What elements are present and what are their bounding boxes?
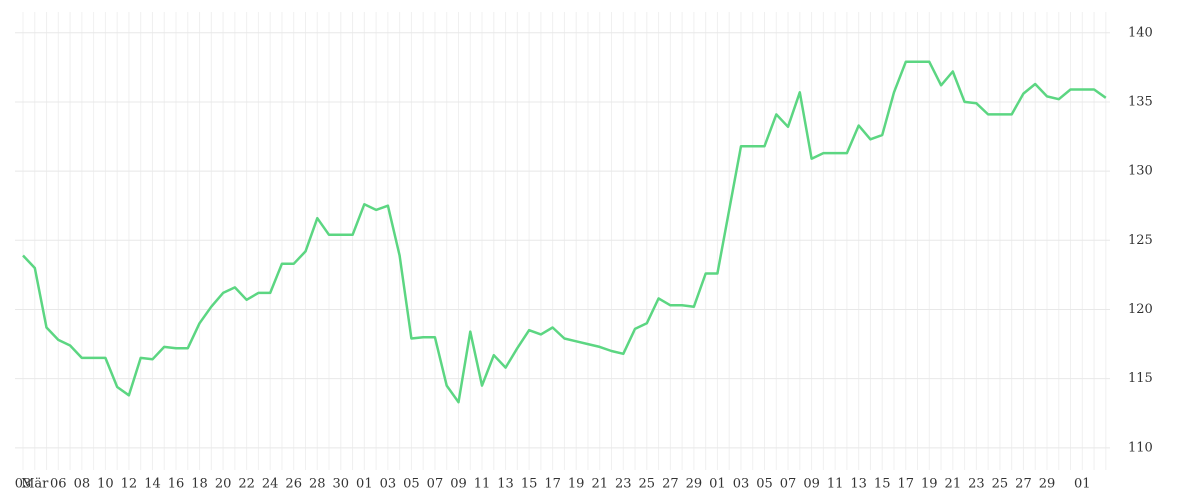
- y-tick-label: 115: [1128, 371, 1153, 386]
- x-tick-label: 29: [686, 477, 703, 492]
- y-tick-label: 120: [1128, 302, 1153, 317]
- x-tick-label: 01: [356, 477, 373, 492]
- x-tick-label: 01: [709, 477, 726, 492]
- x-tick-label: 22: [238, 477, 255, 492]
- x-tick-label: 03: [15, 477, 32, 492]
- y-tick-label: 135: [1128, 94, 1153, 109]
- x-tick-label: 27: [662, 477, 679, 492]
- x-tick-label: 28: [309, 477, 326, 492]
- x-tick-label: 24: [262, 477, 279, 492]
- x-tick-label: 21: [945, 477, 962, 492]
- x-tick-label: 23: [615, 477, 632, 492]
- x-tick-label: 13: [497, 477, 514, 492]
- y-tick-label: 140: [1128, 25, 1153, 40]
- x-tick-label: 16: [168, 477, 185, 492]
- x-tick-label: 19: [568, 477, 585, 492]
- x-tick-label: 11: [474, 477, 491, 492]
- x-tick-label: 23: [968, 477, 985, 492]
- x-tick-label: 15: [521, 477, 538, 492]
- y-tick-label: 130: [1128, 164, 1153, 179]
- x-tick-label: 15: [874, 477, 891, 492]
- x-tick-label: 17: [897, 477, 914, 492]
- x-tick-label: 06: [50, 477, 67, 492]
- x-tick-label: 07: [780, 477, 797, 492]
- x-tick-label: 21: [591, 477, 608, 492]
- x-tick-label: 07: [427, 477, 444, 492]
- x-tick-label: 25: [639, 477, 656, 492]
- x-tick-label: 13: [850, 477, 867, 492]
- line: [22, 60, 1107, 404]
- x-tick-label: 25: [992, 477, 1009, 492]
- y-tick-label: 110: [1128, 440, 1153, 455]
- y-tick-label: 125: [1128, 233, 1153, 248]
- x-tick-label: 18: [191, 477, 208, 492]
- x-tick-label: 01: [1074, 477, 1091, 492]
- x-tick-label: 11: [827, 477, 844, 492]
- x-tick-label: 30: [333, 477, 350, 492]
- x-tick-label: 05: [403, 477, 420, 492]
- x-tick-label: 19: [921, 477, 938, 492]
- x-tick-label: 20: [215, 477, 232, 492]
- x-tick-label: 09: [450, 477, 467, 492]
- x-tick-label: 03: [733, 477, 750, 492]
- x-tick-label: 14: [144, 477, 161, 492]
- x-tick-label: 27: [1015, 477, 1032, 492]
- x-tick-label: 03: [380, 477, 397, 492]
- x-tick-label: Mär: [21, 477, 49, 492]
- x-tick-label: 05: [756, 477, 773, 492]
- x-tick-label: 12: [121, 477, 138, 492]
- x-tick-label: 10: [97, 477, 114, 492]
- x-tick-label: 09: [803, 477, 820, 492]
- x-tick-label: 29: [1039, 477, 1056, 492]
- x-tick-label: 08: [74, 477, 91, 492]
- x-tick-label: 17: [544, 477, 561, 492]
- x-tick-label: 26: [285, 477, 302, 492]
